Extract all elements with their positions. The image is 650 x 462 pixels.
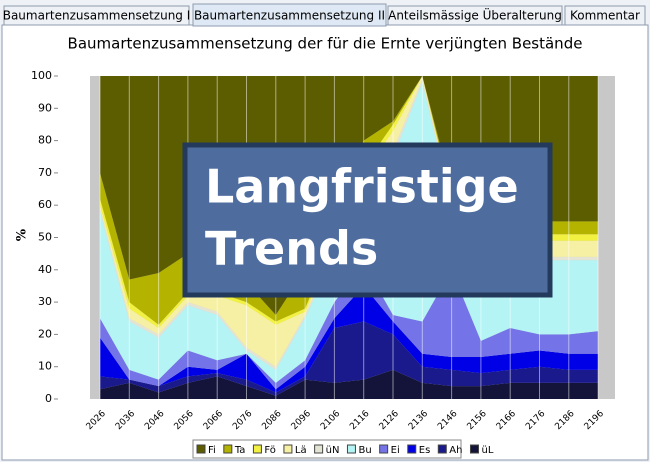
tab[interactable]: [3, 5, 190, 26]
tab[interactable]: [192, 3, 387, 27]
legend-swatch: [196, 444, 206, 454]
y-tick-label: 10: [38, 360, 52, 373]
tab-label[interactable]: Anteilsmässige Überalterung: [388, 7, 562, 23]
legend-label: Lä: [295, 445, 307, 456]
legend-label: Ah: [449, 445, 462, 456]
tab[interactable]: [564, 5, 646, 26]
area: [100, 285, 599, 393]
legend-swatch: [437, 444, 447, 454]
overlay-box: [182, 142, 553, 298]
legend-swatch: [314, 444, 324, 454]
legend-swatch: [252, 444, 262, 454]
legend-swatch: [223, 444, 233, 454]
legend-label: Bu: [358, 445, 371, 456]
legend-swatch: [346, 444, 356, 454]
y-tick-label: 70: [38, 166, 52, 179]
area: [100, 369, 599, 399]
y-tick-label: 60: [38, 198, 52, 211]
y-tick-label: 20: [38, 327, 52, 340]
overlay-text: Langfristige: [205, 160, 519, 214]
legend-label: Es: [419, 445, 431, 456]
legend-swatch: [283, 444, 293, 454]
tab-label[interactable]: Baumartenzusammensetzung I: [3, 9, 191, 23]
legend-swatch: [469, 444, 479, 454]
tab-label[interactable]: Baumartenzusammensetzung II: [194, 9, 385, 23]
y-tick-label: 90: [38, 101, 52, 114]
legend-label: Fö: [264, 445, 276, 456]
y-tick-label: 80: [38, 134, 52, 147]
overlay-text: Trends: [205, 222, 378, 276]
legend-label: Fi: [208, 445, 216, 456]
legend-label: üL: [481, 445, 493, 456]
legend-label: Ei: [391, 445, 400, 456]
y-tick-label: 30: [38, 295, 52, 308]
legend-label: üN: [326, 445, 340, 456]
legend-label: Ta: [234, 445, 246, 456]
y-tick-label: 100: [31, 69, 52, 82]
y-tick-label: 50: [38, 231, 52, 244]
y-axis-label: %: [15, 228, 30, 241]
tab-label[interactable]: Kommentar: [570, 9, 640, 23]
y-tick-label: 40: [38, 263, 52, 276]
area: [100, 321, 599, 396]
legend-swatch: [379, 444, 389, 454]
chart-title: Baumartenzusammensetzung der für die Ern…: [68, 35, 583, 53]
y-tick-label: 0: [45, 392, 52, 405]
tab[interactable]: [387, 5, 563, 26]
legend-swatch: [407, 444, 417, 454]
